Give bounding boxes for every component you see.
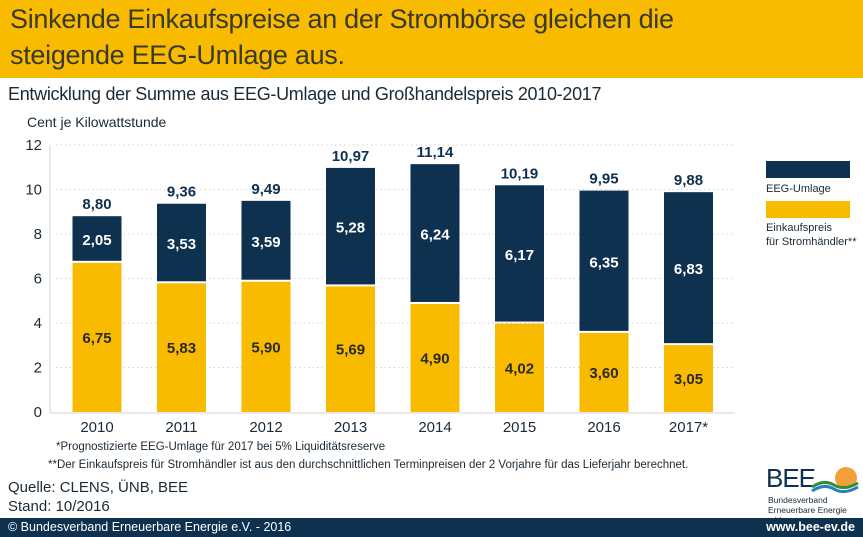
- footnote-2: **Der Einkaufspreis für Stromhändler ist…: [48, 459, 689, 471]
- y-axis-ticks: 0 2 4 6 8 10 12: [25, 137, 42, 421]
- bar-eeg: [72, 216, 122, 261]
- bar-einkauf-label: 6,75: [82, 330, 111, 347]
- bar-total-label: 9,95: [589, 171, 618, 188]
- x-tick-label: 2015: [503, 419, 536, 436]
- legend-swatch-eeg: [766, 161, 850, 178]
- legend-label-einkauf-line1: Einkaufspreis: [766, 222, 833, 234]
- bar-group: 3,60 6,35 9,95: [579, 171, 629, 412]
- bar-group: 6,75 2,05 8,80: [72, 196, 122, 412]
- x-tick-label: 2013: [334, 419, 367, 436]
- y-tick-label: 4: [34, 315, 42, 332]
- chart-subtitle: Entwicklung der Summe aus EEG-Umlage und…: [8, 84, 602, 104]
- bee-logo-text: BEE: [766, 463, 816, 493]
- bar-total-label: 9,49: [251, 181, 280, 198]
- y-tick-label: 12: [25, 137, 42, 154]
- legend-label-einkauf: Einkaufspreis für Stromhändler**: [766, 221, 857, 249]
- bar-eeg: [410, 164, 460, 302]
- y-tick-label: 8: [34, 226, 42, 243]
- bar-einkauf: [241, 281, 291, 412]
- footnote-1: *Prognostizierte EEG-Umlage für 2017 bei…: [56, 441, 386, 453]
- bar-eeg-label: 2,05: [82, 232, 111, 249]
- title-line-1: Sinkende Einkaufspreise an der Strombörs…: [10, 4, 674, 34]
- bar-einkauf-label: 4,90: [420, 350, 449, 367]
- y-tick-label: 2: [34, 360, 42, 377]
- bar-eeg: [241, 200, 291, 280]
- x-tick-label: 2016: [587, 419, 620, 436]
- legend-label-einkauf-line2: für Stromhändler**: [766, 236, 857, 248]
- bars: 6,75 2,05 8,80 5,83 3,53 9,36 5,90 3,59 9,49 5,69…: [72, 144, 713, 412]
- x-tick-label: 2014: [418, 419, 451, 436]
- bar-einkauf-label: 3,60: [589, 365, 618, 382]
- bar-einkauf: [495, 323, 544, 412]
- bee-logo: BEE Bundesverband Erneuerbare Energie e.…: [766, 463, 861, 525]
- bar-eeg: [157, 203, 206, 282]
- footer-url-link[interactable]: www.bee-ev.de: [766, 520, 855, 534]
- bar-eeg-label: 6,24: [420, 227, 450, 244]
- footer-copyright: © Bundesverband Erneuerbare Energie e.V.…: [8, 520, 292, 534]
- bar-group: 4,90 6,24 11,14: [410, 144, 460, 412]
- bar-group: 3,05 6,83 9,88: [664, 172, 713, 412]
- y-tick-label: 10: [25, 182, 42, 199]
- bar-einkauf: [664, 345, 713, 412]
- x-tick-label: 2012: [249, 419, 282, 436]
- bar-eeg: [579, 190, 629, 331]
- bar-eeg-label: 6,17: [505, 247, 534, 264]
- x-axis-ticks: 2010 2011 2012 2013 2014 2015 2016 2017*: [80, 419, 708, 436]
- bar-einkauf: [72, 262, 122, 412]
- title-line-2: steigende EEG-Umlage aus.: [10, 40, 345, 70]
- footer-bar: © Bundesverband Erneuerbare Energie e.V.…: [0, 518, 863, 537]
- bar-total-label: 10,97: [332, 148, 370, 165]
- y-axis-unit-label: Cent je Kilowattstunde: [27, 114, 167, 130]
- bar-einkauf: [326, 286, 375, 412]
- y-tick-label: 6: [34, 271, 42, 288]
- legend-swatch-einkauf: [766, 201, 850, 218]
- bar-einkauf-label: 4,02: [505, 360, 534, 377]
- bee-logo-sun-wave-icon: [811, 467, 859, 494]
- bar-eeg: [495, 185, 544, 322]
- bar-einkauf: [157, 283, 206, 412]
- bar-eeg-label: 3,53: [167, 236, 196, 253]
- bar-total-label: 9,36: [167, 184, 196, 201]
- bar-group: 5,90 3,59 9,49: [241, 181, 291, 412]
- legend-label-eeg: EEG-Umlage: [766, 183, 831, 195]
- bar-eeg-label: 6,35: [589, 254, 618, 271]
- bar-eeg-label: 6,83: [674, 261, 703, 278]
- x-tick-label: 2017*: [669, 419, 708, 436]
- x-tick-label: 2010: [80, 419, 113, 436]
- bar-einkauf-label: 3,05: [674, 371, 703, 388]
- bar-group: 5,69 5,28 10,97: [326, 148, 375, 412]
- bee-logo-line1: Bundesverband: [768, 495, 828, 505]
- bar-eeg-label: 3,59: [251, 234, 280, 251]
- bar-einkauf-label: 5,83: [167, 340, 196, 357]
- title-banner: Sinkende Einkaufspreise an der Strombörs…: [0, 0, 863, 78]
- bar-total-label: 11,14: [417, 144, 454, 161]
- bar-eeg: [664, 192, 713, 344]
- bar-eeg: [326, 167, 375, 285]
- bar-group: 5,83 3,53 9,36: [157, 184, 206, 412]
- bar-einkauf: [410, 303, 460, 412]
- bar-einkauf-label: 5,69: [336, 342, 365, 359]
- bar-total-label: 8,80: [82, 196, 111, 213]
- bar-group: 4,02 6,17 10,19: [495, 165, 544, 412]
- y-tick-label: 0: [34, 404, 42, 421]
- bar-total-label: 9,88: [674, 172, 703, 189]
- x-tick-label: 2011: [165, 419, 197, 436]
- bar-eeg-label: 5,28: [336, 220, 365, 237]
- bar-einkauf: [579, 332, 629, 412]
- bar-einkauf-label: 5,90: [251, 339, 280, 356]
- stand-label: Stand: 10/2016: [8, 498, 110, 515]
- bar-total-label: 10,19: [501, 165, 539, 182]
- source-label: Quelle: CLENS, ÜNB, BEE: [8, 479, 189, 496]
